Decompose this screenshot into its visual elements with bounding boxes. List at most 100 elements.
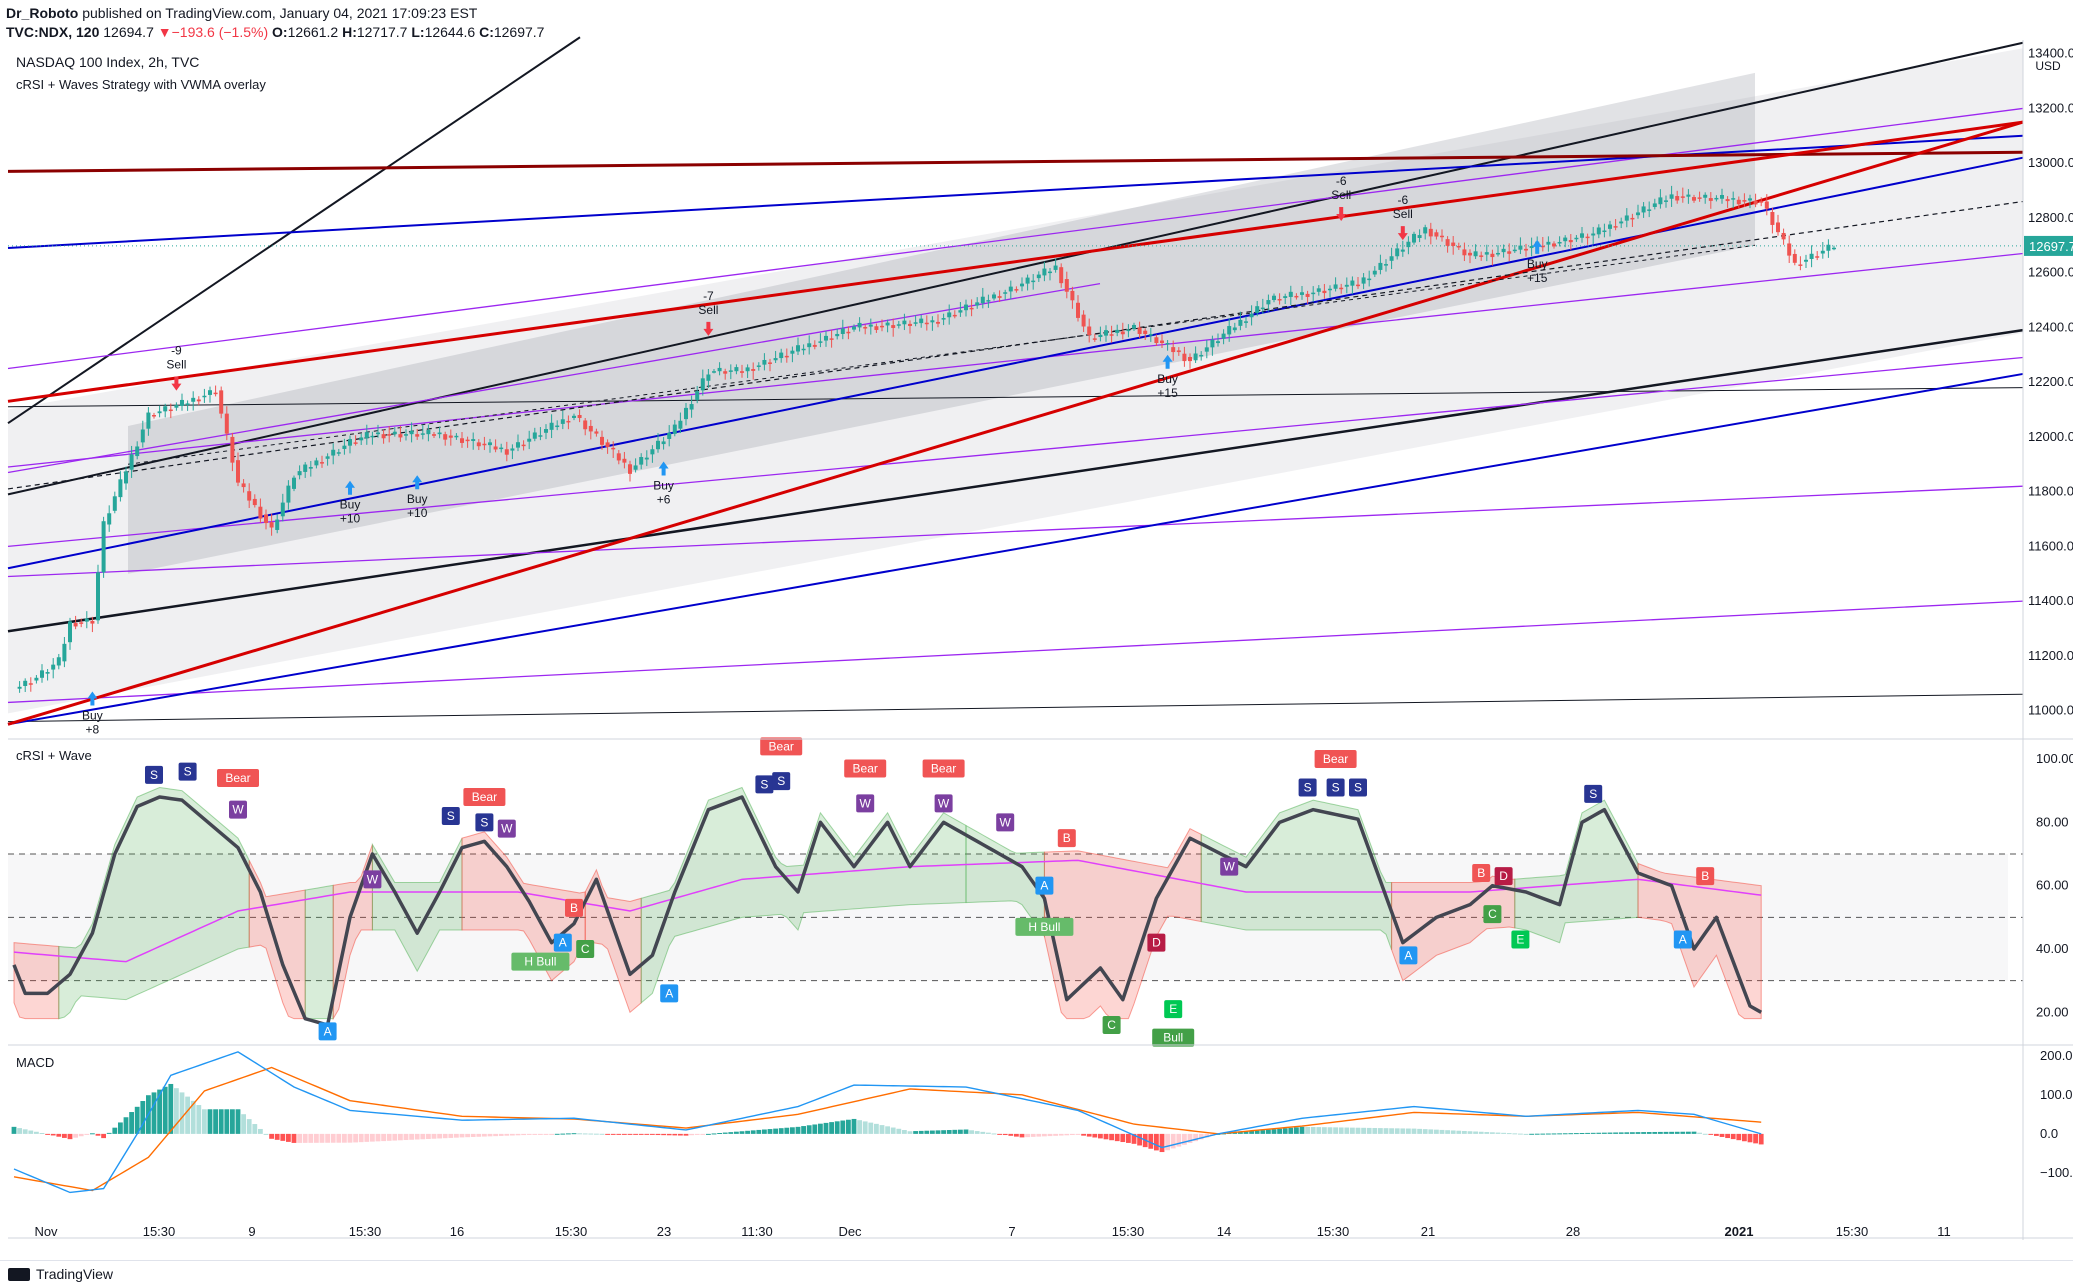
candle-body [1781, 232, 1786, 240]
macd-histogram-bar [1484, 1132, 1490, 1134]
wave-label-text: A [1679, 933, 1687, 947]
macd-histogram-bar [1047, 1133, 1053, 1137]
macd-histogram-bar [935, 1130, 941, 1134]
macd-histogram-bar [1618, 1132, 1624, 1134]
candle-body [493, 446, 498, 450]
macd-histogram-bar [1137, 1133, 1142, 1146]
candle-body [790, 350, 795, 354]
macd-histogram-bar [633, 1133, 638, 1135]
candle-body [1238, 319, 1243, 326]
candle-body [1400, 249, 1405, 252]
candle-body [1820, 250, 1825, 254]
macd-histogram-bar [78, 1133, 84, 1137]
macd-histogram-bar [493, 1133, 498, 1137]
candle-body [661, 441, 666, 445]
macd-histogram-bar [1288, 1127, 1294, 1134]
candle-body [1652, 203, 1657, 207]
macd-pane[interactable] [11, 1051, 1764, 1194]
candle-body [1675, 196, 1680, 201]
wave-label-bull [1152, 1028, 1195, 1047]
candle-body [919, 318, 924, 324]
macd-histogram-bar [1495, 1132, 1501, 1134]
candle-body [280, 502, 285, 517]
macd-histogram-bar [1294, 1127, 1299, 1134]
macd-histogram-bar [1523, 1133, 1529, 1135]
candle-body [1322, 290, 1327, 294]
candle-body [538, 435, 543, 437]
candle-body [73, 623, 78, 627]
candle-body [835, 333, 840, 337]
macd-histogram-bar [1506, 1133, 1512, 1135]
macd-histogram-bar [666, 1133, 672, 1136]
price-tick-label: 11400.0 [2028, 593, 2073, 608]
macd-histogram-bar [263, 1133, 269, 1135]
wave-label-bear [217, 769, 259, 787]
candle-body [1703, 194, 1708, 198]
wave-label-text: B [570, 901, 578, 915]
candle-body [656, 440, 660, 450]
macd-histogram-bar [487, 1133, 493, 1137]
wave-label-d [1147, 933, 1166, 952]
candle-body [868, 324, 873, 327]
macd-histogram-bar [1002, 1133, 1008, 1136]
candle-body [454, 435, 459, 438]
wave-label-text: E [1169, 1002, 1177, 1016]
candle-body [952, 314, 957, 317]
buy-signal-label: Buy [340, 498, 361, 512]
buy-signal-label: Buy [82, 708, 103, 722]
macd-histogram-bar [554, 1133, 560, 1135]
macd-histogram-bar [1019, 1133, 1025, 1138]
buy-arrow-icon [345, 480, 355, 495]
buy-arrow-icon [1532, 239, 1543, 254]
candle-body [706, 374, 711, 381]
macd-histogram-bar [101, 1133, 106, 1139]
price-tick-label: 11200.0 [2028, 648, 2073, 663]
macd-histogram-bar [812, 1124, 818, 1134]
wave-label-s [1349, 778, 1367, 797]
macd-histogram-bar [907, 1131, 913, 1134]
macd-histogram-bar [342, 1133, 347, 1143]
candle-body [1697, 197, 1702, 199]
candle-body [471, 439, 476, 442]
macd-histogram-bar [1086, 1133, 1092, 1137]
candle-body [1434, 232, 1439, 237]
candle-body [101, 521, 106, 573]
candle-body [751, 369, 756, 371]
candle-body [1490, 253, 1495, 258]
macd-histogram-bar [336, 1133, 342, 1143]
candles [17, 185, 1836, 693]
macd-histogram-bar [1534, 1133, 1540, 1135]
blue-trendline [7, 156, 2024, 570]
macd-histogram-bar [1025, 1133, 1030, 1138]
wave-label-text: Bear [931, 762, 956, 776]
time-tick-label: 11 [1937, 1224, 1951, 1239]
candle-body [185, 403, 190, 405]
wave-label-b [1472, 864, 1491, 882]
time-axis[interactable]: Nov 15:30 9 15:30 16 15:30 23 11:30 Dec 7 15:30 14 1… [34, 1224, 1950, 1239]
publisher-name[interactable]: Dr_Roboto [6, 5, 79, 21]
black-horizontal [7, 387, 2024, 408]
macd-histogram-bar [1658, 1131, 1663, 1134]
macd-histogram-bar [1266, 1129, 1271, 1134]
candle-body [1591, 233, 1596, 236]
candle-body [734, 367, 739, 372]
candle-body [398, 434, 403, 438]
macd-histogram-bar [1546, 1133, 1551, 1135]
candle-body [1244, 321, 1248, 323]
price-axis[interactable]: 11000.011200.011400.011600.011800.012000… [8, 0, 2073, 1260]
candle-body [359, 437, 364, 441]
high-value: 12717.7 [356, 24, 408, 40]
tradingview-logo[interactable]: TradingView [8, 1266, 113, 1282]
macd-histogram-bar [431, 1133, 437, 1139]
candle-body [762, 359, 767, 365]
candle-body [723, 371, 728, 374]
candle-body [404, 434, 408, 436]
buy-signal-label: Buy [407, 492, 428, 506]
low-label: L: [411, 24, 425, 40]
macd-histogram-bar [739, 1131, 745, 1134]
crsi-line [12, 795, 1763, 1027]
buy-arrow-icon [87, 691, 98, 706]
